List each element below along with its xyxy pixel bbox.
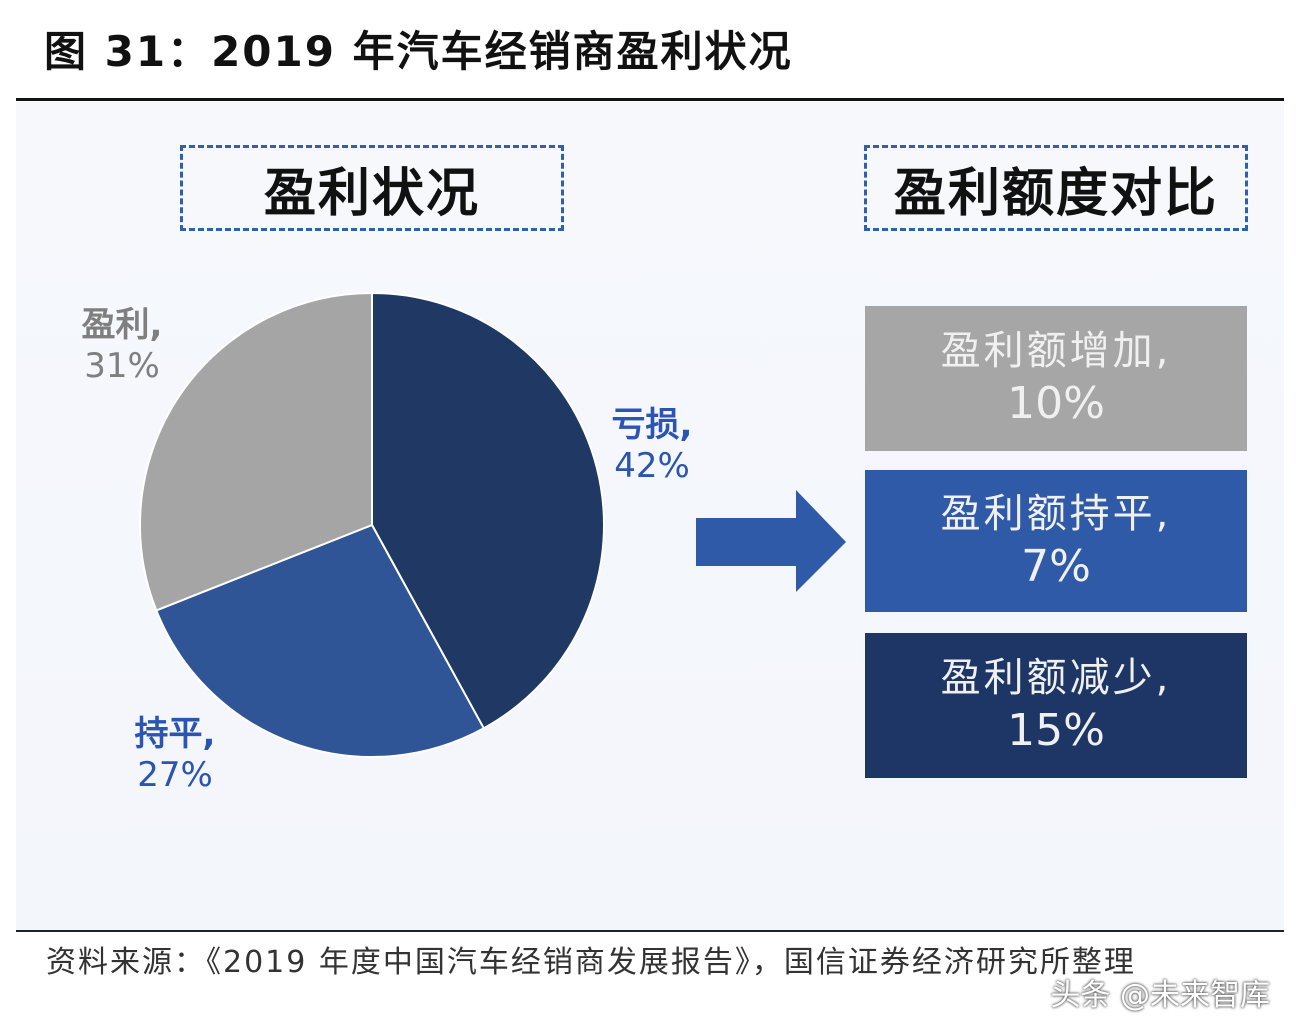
slice-label-loss: 亏损, 42% [592, 405, 712, 487]
watermark: 头条 @未来智库 [1050, 978, 1270, 1013]
slice-pct-flat: 27% [137, 754, 213, 795]
slice-label-profit: 盈利, 31% [62, 305, 182, 387]
bar-label: 盈利额减少, [940, 655, 1172, 701]
comparison-heading-box: 盈利额度对比 [864, 145, 1248, 231]
bar-label: 盈利额增加, [940, 328, 1172, 374]
slice-pct-profit: 31% [84, 345, 160, 386]
slice-name-profit: 盈利, [81, 305, 163, 345]
pie-slice-2 [139, 291, 373, 612]
slice-name-flat: 持平, [134, 714, 216, 754]
pie-chart [139, 291, 605, 758]
figure-title: 图 31：2019 年汽车经销商盈利状况 [44, 27, 793, 76]
pie-slice-1 [154, 523, 486, 758]
bar-profit-flat: 盈利额持平, 7% [865, 470, 1247, 612]
bar-profit-decrease: 盈利额减少, 15% [865, 633, 1247, 778]
bar-value: 15% [1007, 705, 1105, 756]
source-note: 资料来源：《2019 年度中国汽车经销商发展报告》，国信证券经济研究所整理 [46, 945, 1136, 980]
right-arrow-icon [696, 490, 846, 592]
bar-value: 7% [1021, 540, 1091, 592]
bar-profit-increase: 盈利额增加, 10% [865, 306, 1247, 451]
bottom-rule [16, 930, 1284, 932]
slice-label-flat: 持平, 27% [115, 714, 235, 796]
bar-label: 盈利额持平, [940, 490, 1172, 537]
pie-heading-box: 盈利状况 [180, 145, 564, 231]
top-rule [16, 98, 1284, 101]
slice-pct-loss: 42% [614, 445, 690, 486]
pie-heading: 盈利状况 [263, 163, 480, 224]
pie-slice-0 [371, 291, 605, 730]
bar-value: 10% [1007, 378, 1105, 429]
comparison-heading: 盈利额度对比 [893, 163, 1218, 224]
slice-name-loss: 亏损, [611, 405, 693, 445]
